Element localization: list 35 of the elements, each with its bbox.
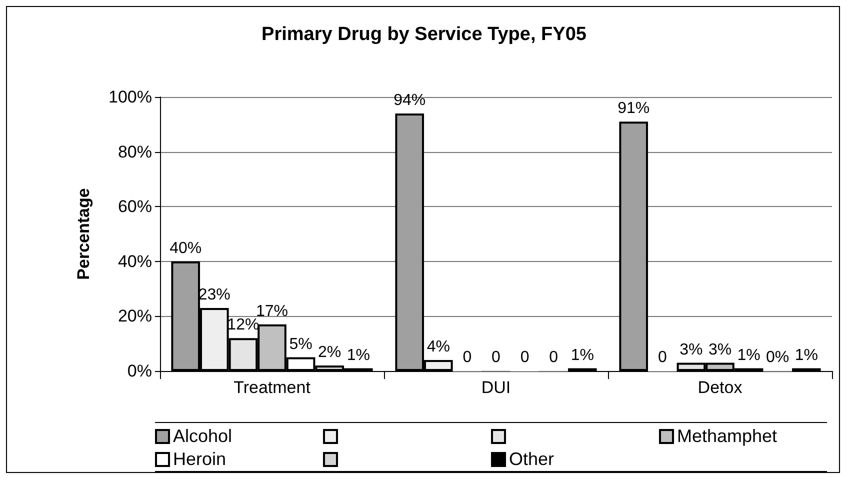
data-label: 5% bbox=[289, 336, 312, 353]
data-label: 0 bbox=[520, 349, 530, 366]
data-label: 2% bbox=[318, 344, 342, 362]
data-label: 23% bbox=[198, 286, 230, 304]
x-tick-label: Detox bbox=[698, 378, 743, 397]
data-label: 1% bbox=[570, 346, 594, 364]
data-label: 0 bbox=[658, 349, 667, 366]
data-label: 1% bbox=[346, 346, 370, 364]
data-label: 0 bbox=[549, 349, 558, 366]
data-label: 0 bbox=[462, 349, 472, 366]
y-tick-label: 100% bbox=[108, 88, 152, 106]
data-label: 1% bbox=[737, 346, 760, 364]
legend-label: Heroin bbox=[173, 449, 226, 470]
data-label: 3% bbox=[708, 341, 732, 358]
y-tick-label: 80% bbox=[118, 142, 152, 162]
data-label: 0% bbox=[766, 349, 790, 366]
data-label: 1% bbox=[794, 346, 818, 364]
y-tick-label: 20% bbox=[118, 306, 152, 326]
x-tick-label: Treatment bbox=[234, 378, 311, 397]
data-label: 3% bbox=[680, 341, 703, 358]
y-tick-label: 60% bbox=[118, 197, 152, 216]
legend-label: Other bbox=[509, 449, 554, 470]
y-tick-label: 0% bbox=[127, 362, 152, 380]
data-label: 17% bbox=[256, 302, 288, 320]
y-axis-title: Percentage bbox=[74, 188, 93, 280]
legend-label: Alcohol bbox=[173, 426, 232, 447]
data-label: 4% bbox=[426, 338, 450, 356]
data-label: 40% bbox=[170, 240, 202, 257]
data-label: 94% bbox=[394, 92, 426, 109]
legend-label: Methamphet bbox=[677, 426, 778, 447]
data-label: 0 bbox=[492, 349, 501, 366]
y-tick-label: 40% bbox=[118, 252, 152, 271]
chart-title: Primary Drug by Service Type, FY05 bbox=[262, 24, 587, 45]
data-label: 91% bbox=[618, 100, 650, 118]
x-tick-label: DUI bbox=[481, 378, 511, 397]
